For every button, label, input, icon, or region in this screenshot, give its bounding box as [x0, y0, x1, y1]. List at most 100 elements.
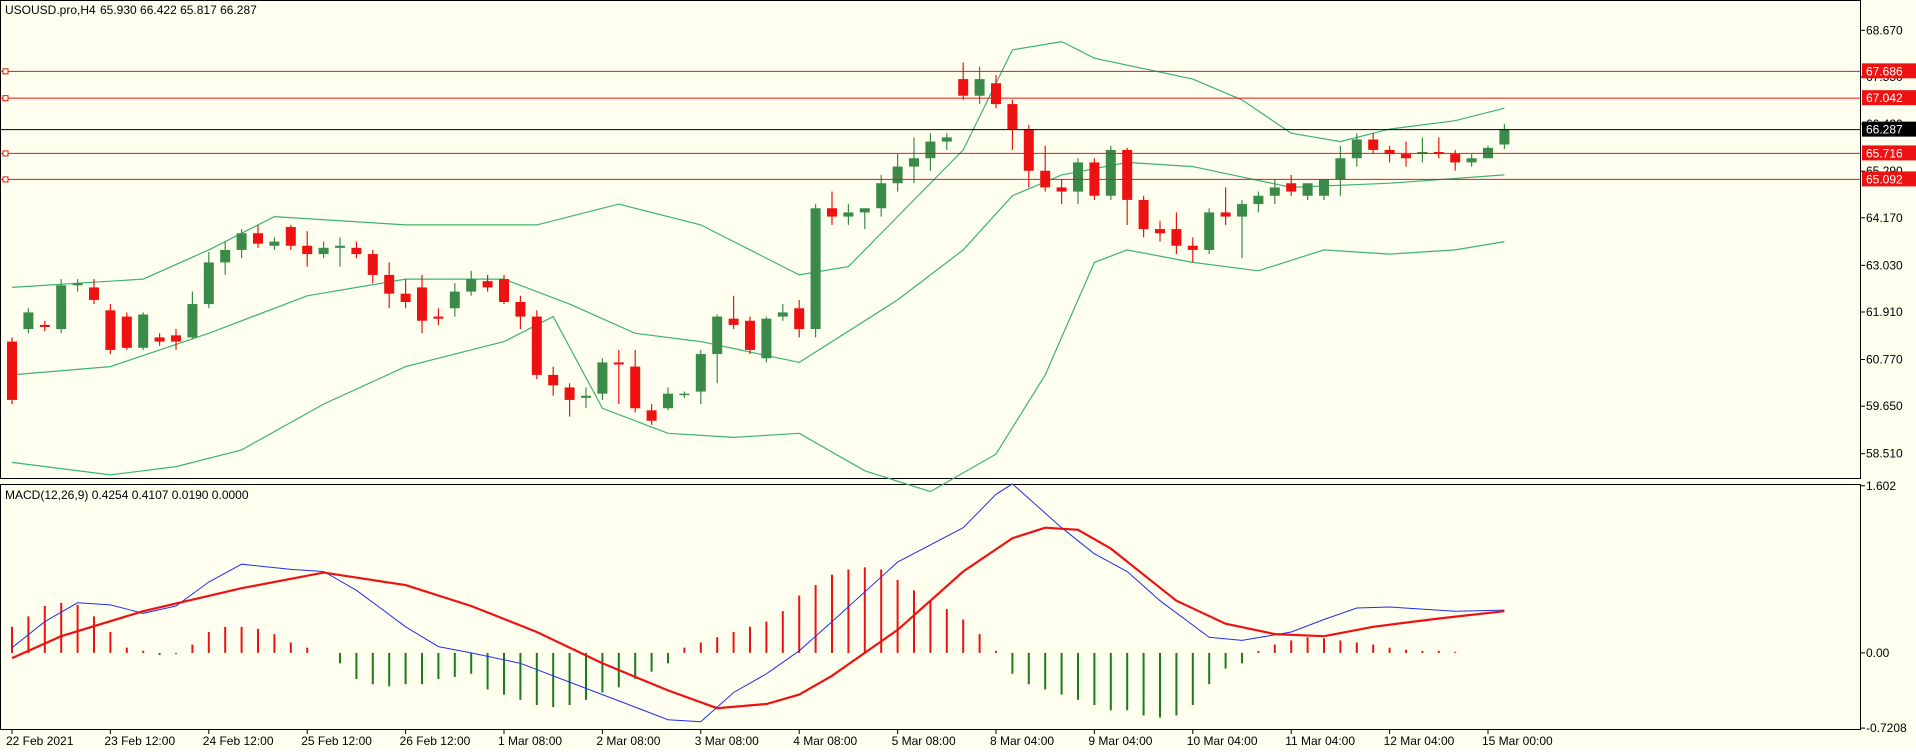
- candle-body: [220, 249, 231, 263]
- price-tick-label: 60.770: [1866, 353, 1903, 367]
- price-tick-label: 68.670: [1866, 23, 1903, 37]
- candle-body: [646, 410, 657, 421]
- candle-body: [597, 362, 608, 394]
- price-levels[interactable]: 67.686 67.042 65.716 65.092 66.287: [0, 63, 1916, 187]
- bollinger-upper-line: [11, 40, 1505, 288]
- symbol-title: USOUSD.pro,H4: [5, 3, 96, 17]
- candle: [1466, 154, 1477, 167]
- candle-body: [302, 245, 313, 255]
- price-level-tag: [1862, 171, 1916, 187]
- candle: [253, 224, 263, 248]
- candle: [695, 349, 706, 405]
- candle-body: [564, 387, 575, 400]
- time-tick-label: 1 Mar 08:00: [498, 734, 562, 748]
- candle-body: [1155, 229, 1165, 234]
- candle-body: [531, 316, 542, 375]
- candle-body: [515, 302, 526, 317]
- candle-body: [1237, 204, 1247, 217]
- candle-body: [859, 208, 870, 213]
- candle-body: [663, 393, 673, 409]
- last-price-label: 66.287: [1866, 123, 1903, 137]
- time-tick-label: 2 Mar 08:00: [596, 734, 660, 748]
- candle-body: [810, 208, 821, 330]
- macd-main-line: [11, 483, 1505, 723]
- time-axis: 22 Feb 2021 23 Feb 12:00 24 Feb 12:00 25 Fe…: [6, 729, 1553, 748]
- time-tick-label: 12 Mar 04:00: [1384, 734, 1455, 748]
- candle: [482, 274, 493, 292]
- candle: [1155, 220, 1165, 242]
- candle-body: [154, 337, 165, 342]
- candle: [1007, 99, 1018, 150]
- time-tick-label: 24 Feb 12:00: [203, 734, 274, 748]
- price-tick-label: 64.170: [1866, 211, 1903, 225]
- macd-title: MACD(12,26,9) 0.4254 0.4107 0.0190 0.000…: [5, 488, 249, 502]
- price-pane-frame: [0, 0, 1861, 479]
- candle-body: [105, 310, 116, 350]
- candle: [1302, 183, 1313, 200]
- price-tick-label: 58.510: [1866, 447, 1903, 461]
- candle: [220, 241, 231, 275]
- candle: [777, 304, 788, 321]
- candle-body: [285, 227, 296, 246]
- macd-lines: [11, 483, 1505, 723]
- bollinger-middle-line: [11, 161, 1505, 376]
- candle: [1138, 195, 1149, 238]
- candle-body: [1073, 162, 1083, 192]
- candle: [89, 279, 99, 305]
- candle-body: [1401, 154, 1411, 159]
- time-tick-label: 9 Mar 04:00: [1088, 734, 1152, 748]
- macd-tick-label: -0.7208: [1866, 721, 1907, 735]
- candle-body: [1187, 245, 1198, 250]
- candle: [121, 312, 132, 350]
- candle: [384, 262, 395, 309]
- candle-body: [1056, 187, 1067, 192]
- price-tick-label: 63.030: [1866, 258, 1903, 272]
- price-level-tag: [1862, 145, 1916, 161]
- candle-body: [958, 79, 969, 96]
- candle: [1319, 179, 1329, 200]
- candle-body: [728, 318, 739, 325]
- time-tick-label: 11 Mar 04:00: [1285, 734, 1355, 748]
- bollinger-lower-line: [11, 241, 1505, 493]
- candle: [1401, 141, 1411, 167]
- candle: [449, 283, 460, 317]
- candle: [876, 174, 887, 217]
- candle-body: [581, 395, 591, 398]
- candle: [925, 133, 936, 171]
- candle: [810, 204, 821, 338]
- candle-body: [482, 281, 493, 288]
- candle: [367, 249, 378, 284]
- candle: [909, 137, 919, 184]
- candle: [1351, 133, 1362, 167]
- candle-body: [1007, 104, 1018, 130]
- candle: [1499, 124, 1510, 150]
- candle: [581, 387, 591, 409]
- candle: [269, 237, 280, 250]
- candle: [843, 204, 854, 225]
- candles[interactable]: [7, 62, 1510, 425]
- candle: [335, 237, 345, 267]
- price-level-tag: [1862, 63, 1916, 79]
- candle-body: [138, 314, 149, 348]
- candle: [1122, 147, 1133, 225]
- candle: [892, 154, 903, 192]
- candle-body: [1319, 179, 1329, 196]
- candle-body: [466, 279, 477, 292]
- candle: [597, 358, 608, 400]
- candle-body: [1286, 183, 1297, 192]
- candle: [417, 274, 427, 334]
- candle-body: [777, 312, 788, 317]
- candle: [203, 252, 214, 309]
- time-tick-label: 3 Mar 08:00: [695, 734, 759, 748]
- candle: [56, 279, 67, 334]
- candle-body: [1023, 129, 1034, 171]
- candle-body: [925, 141, 936, 159]
- candle: [105, 304, 116, 355]
- candle-body: [1253, 195, 1264, 205]
- time-tick-label: 15 Mar 00:00: [1482, 734, 1553, 748]
- candle-body: [499, 279, 509, 302]
- candle-body: [548, 374, 559, 386]
- price-level-label: 67.042: [1866, 91, 1903, 105]
